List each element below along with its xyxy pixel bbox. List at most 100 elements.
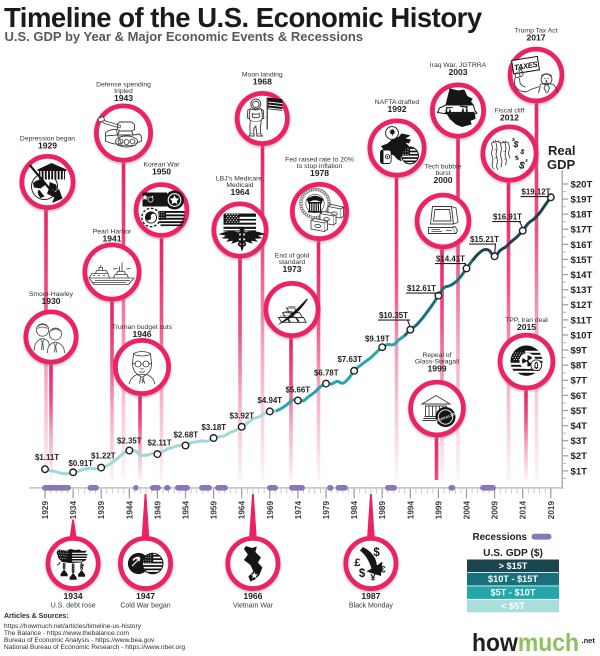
svg-text:Depression began: Depression began <box>20 136 75 143</box>
svg-text:$6T: $6T <box>571 391 588 402</box>
svg-text:2017: 2017 <box>526 33 545 43</box>
svg-text:tripled: tripled <box>114 88 133 95</box>
svg-text:Truman budget cuts: Truman budget cuts <box>112 324 173 331</box>
svg-text:Black Monday: Black Monday <box>349 603 393 610</box>
svg-text:$7.63T: $7.63T <box>338 355 363 364</box>
svg-text:$16T: $16T <box>571 240 593 251</box>
svg-text:Moon landing: Moon landing <box>242 72 283 79</box>
svg-text:2014: 2014 <box>519 501 528 520</box>
svg-text:1964: 1964 <box>238 501 247 520</box>
svg-text:$9.19T: $9.19T <box>365 335 390 344</box>
svg-text:$10.35T: $10.35T <box>379 311 408 320</box>
svg-text:$2T: $2T <box>571 451 588 462</box>
svg-text:$2.68T: $2.68T <box>174 431 199 440</box>
svg-text:Tech bubble: Tech bubble <box>425 164 462 171</box>
svg-text:1987: 1987 <box>361 591 380 601</box>
svg-text:$14T: $14T <box>571 270 593 281</box>
svg-text:$16.91T: $16.91T <box>493 213 522 222</box>
svg-text:1929: 1929 <box>41 501 50 520</box>
svg-text:1979: 1979 <box>322 501 331 520</box>
svg-text:$4.94T: $4.94T <box>258 396 283 405</box>
svg-text:Bureau of Economic Analysis -: Bureau of Economic Analysis - https://ww… <box>4 637 155 644</box>
svg-text:$2.35T: $2.35T <box>117 437 142 446</box>
svg-text:$1.22T: $1.22T <box>91 452 116 461</box>
svg-text:1964: 1964 <box>230 187 249 197</box>
svg-text:1999: 1999 <box>434 501 443 520</box>
svg-text:1974: 1974 <box>294 501 303 520</box>
svg-text:standard: standard <box>279 259 306 266</box>
svg-text:TPP, Iran deal: TPP, Iran deal <box>505 317 548 324</box>
svg-text:U.S. GDP ($): U.S. GDP ($) <box>483 548 543 559</box>
svg-text:$18T: $18T <box>571 210 593 221</box>
svg-text:2019: 2019 <box>547 501 556 520</box>
svg-text:burst: burst <box>435 170 450 177</box>
svg-text:2015: 2015 <box>517 322 536 332</box>
svg-text:$15T: $15T <box>571 255 593 266</box>
svg-text:Iraq War, JGTRRA: Iraq War, JGTRRA <box>430 62 487 69</box>
svg-text:1984: 1984 <box>350 501 359 520</box>
svg-text:$8T: $8T <box>571 361 588 372</box>
svg-text:2003: 2003 <box>448 67 467 77</box>
svg-text:The Balance - https://www.theb: The Balance - https://www.thebalance.com <box>4 630 129 637</box>
svg-text:Fed raised rate to 20%: Fed raised rate to 20% <box>285 157 354 164</box>
svg-text:< $5T: < $5T <box>501 601 525 611</box>
svg-text:$5T - $10T: $5T - $10T <box>491 588 536 598</box>
svg-text:$1.11T: $1.11T <box>35 453 59 462</box>
svg-text:1954: 1954 <box>182 501 191 520</box>
svg-text:$2.11T: $2.11T <box>148 439 172 448</box>
svg-text:U.S. debt rose: U.S. debt rose <box>51 603 96 610</box>
svg-text:Glass-Steagall: Glass-Steagall <box>415 359 460 366</box>
svg-text:$12T: $12T <box>571 300 593 311</box>
svg-text:$9T: $9T <box>571 346 588 357</box>
svg-text:1992: 1992 <box>387 104 406 114</box>
svg-text:GDP: GDP <box>547 157 576 172</box>
svg-text:1941: 1941 <box>102 234 121 244</box>
svg-text:Korean War: Korean War <box>143 162 180 169</box>
svg-text:1929: 1929 <box>38 141 57 151</box>
svg-text:1973: 1973 <box>282 264 301 274</box>
svg-text:U.S. GDP by Year & Major Econo: U.S. GDP by Year & Major Economic Events… <box>5 29 364 44</box>
svg-text:2000: 2000 <box>433 175 452 185</box>
svg-text:Repeal of: Repeal of <box>422 352 451 359</box>
svg-text:$19T: $19T <box>571 195 593 206</box>
svg-text:howmuch: howmuch <box>472 629 579 656</box>
svg-text:Cold War began: Cold War began <box>120 603 170 610</box>
svg-text:Defense spending: Defense spending <box>96 82 151 89</box>
svg-text:1968: 1968 <box>253 77 272 87</box>
svg-text:1947: 1947 <box>136 591 155 601</box>
svg-text:1930: 1930 <box>41 296 60 306</box>
svg-text:1949: 1949 <box>153 501 162 520</box>
svg-text:1989: 1989 <box>378 501 387 520</box>
svg-text:1943: 1943 <box>114 93 133 103</box>
svg-text:$13T: $13T <box>571 285 593 296</box>
svg-text:$4T: $4T <box>571 421 588 432</box>
svg-text:Real: Real <box>548 143 575 158</box>
svg-text:1950: 1950 <box>152 167 171 177</box>
svg-text:1978: 1978 <box>310 168 329 178</box>
svg-text:Smoot-Hawley: Smoot-Hawley <box>29 291 74 298</box>
svg-text:$7T: $7T <box>571 376 588 387</box>
svg-text:1934: 1934 <box>69 501 78 520</box>
svg-text:$12.61T: $12.61T <box>407 284 436 293</box>
svg-text:Recessions: Recessions <box>473 532 528 543</box>
svg-text:LBJ’s Medicare,: LBJ’s Medicare, <box>216 176 264 183</box>
svg-text:$1T: $1T <box>571 466 588 477</box>
svg-text:1946: 1946 <box>132 329 151 339</box>
svg-text:to stop inflation: to stop inflation <box>297 163 343 170</box>
svg-text:$17T: $17T <box>571 225 593 236</box>
svg-text:Fiscal cliff: Fiscal cliff <box>495 108 525 115</box>
svg-text:$20T: $20T <box>571 179 593 190</box>
svg-text:$6.78T: $6.78T <box>314 369 339 378</box>
svg-text:$19.12T: $19.12T <box>522 188 551 197</box>
svg-text:$5.66T: $5.66T <box>286 386 311 395</box>
svg-text:> $15T: > $15T <box>499 561 528 571</box>
svg-text:$10T: $10T <box>571 330 593 341</box>
svg-text:1994: 1994 <box>406 501 415 520</box>
svg-text:$10T - $15T: $10T - $15T <box>488 574 538 584</box>
svg-text:1939: 1939 <box>97 501 106 520</box>
svg-text:Vietnam War: Vietnam War <box>233 603 274 610</box>
svg-text:$0.91T: $0.91T <box>69 459 94 468</box>
svg-text:1959: 1959 <box>210 501 219 520</box>
svg-text:1999: 1999 <box>427 364 446 374</box>
svg-text:Medicaid: Medicaid <box>226 182 253 189</box>
